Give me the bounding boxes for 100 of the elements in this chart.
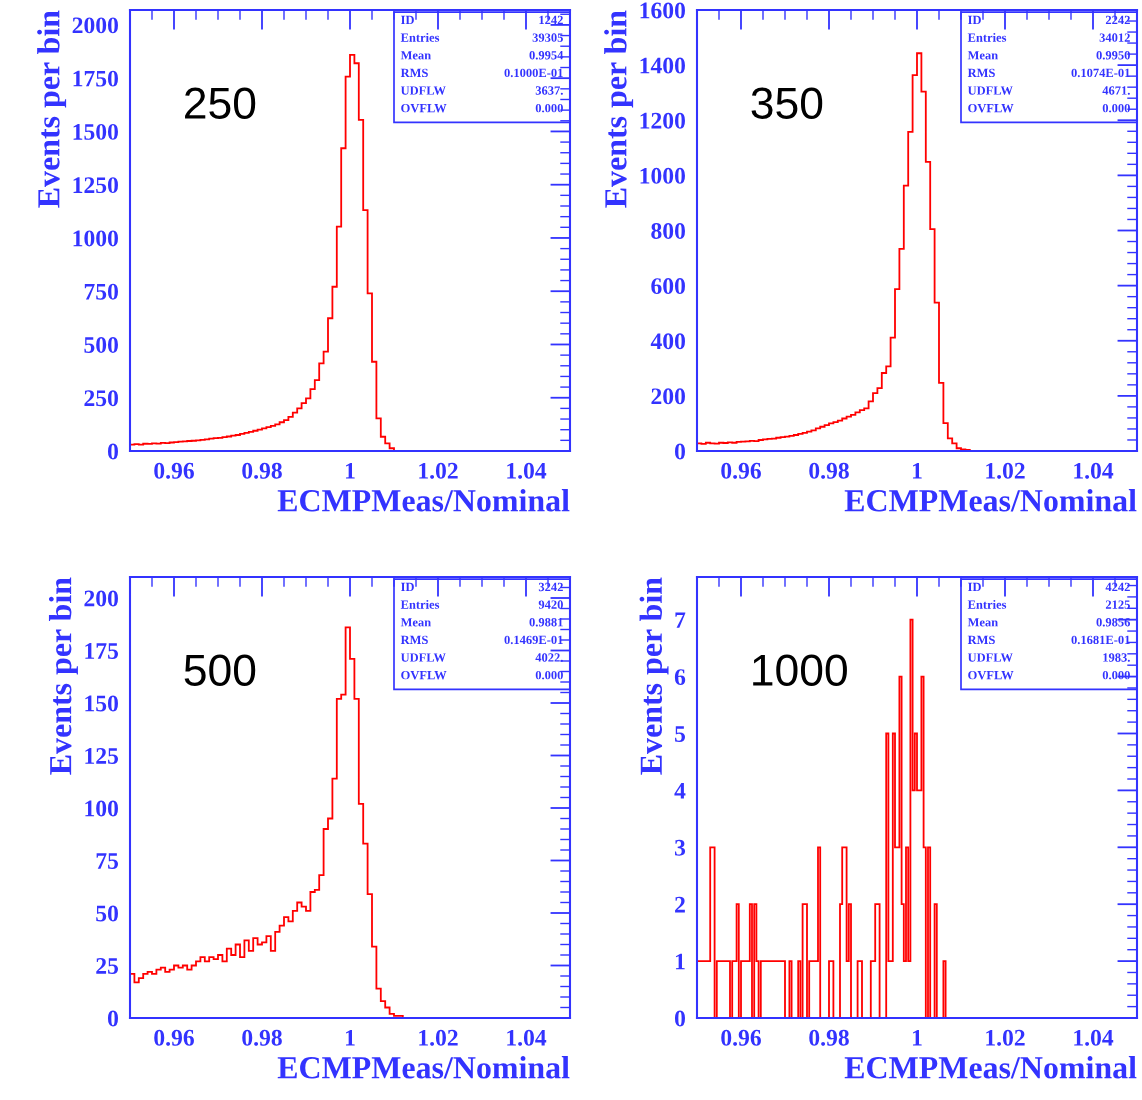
annotation: 0.1000E-01 xyxy=(504,68,563,78)
y-tick-label: 5 xyxy=(675,726,686,742)
y-tick-label: 4 xyxy=(674,783,686,799)
y-tick-label: 50 xyxy=(96,905,118,922)
x-tick-label: 0.96 xyxy=(154,462,194,479)
annotation: 4022. xyxy=(535,653,563,662)
annotation: OVFLW xyxy=(968,103,1014,113)
x-tick-label: 1.04 xyxy=(507,462,547,479)
x-axis-title: ECMPMeas/Nominal xyxy=(277,1056,570,1079)
y-tick-label: 200 xyxy=(84,590,118,607)
annotation: Entries xyxy=(400,600,440,609)
y-tick-label: 800 xyxy=(651,222,685,239)
y-tick-label: 6 xyxy=(674,669,686,686)
annotation: 2242 xyxy=(1105,15,1130,25)
y-axis-title: Events per bin xyxy=(37,10,67,208)
annotation: 4671. xyxy=(1102,86,1130,95)
x-tick-label: 0.96 xyxy=(721,462,761,479)
annotation: UDFLW xyxy=(967,86,1013,95)
annotation: 0.9954 xyxy=(529,51,564,60)
x-tick-label: 0.98 xyxy=(242,462,282,479)
y-tick-label: 750 xyxy=(84,283,118,300)
y-tick-label: 7 xyxy=(675,612,686,628)
y-tick-label: 1000 xyxy=(73,230,118,247)
y-axis-title: Events per bin xyxy=(604,10,634,208)
y-tick-label: 0 xyxy=(674,443,685,460)
y-tick-label: 0 xyxy=(674,1010,685,1027)
x-tick-label: 1.04 xyxy=(1074,1029,1114,1046)
annotation: Entries xyxy=(967,600,1007,609)
annotation: 1000 xyxy=(753,654,847,686)
y-tick-label: 1600 xyxy=(640,2,685,19)
annotation: 0.9881 xyxy=(529,618,563,627)
x-tick-label: 0.98 xyxy=(809,1029,849,1046)
x-tick-label: 1.02 xyxy=(419,1029,458,1046)
x-tick-label: 1.02 xyxy=(986,1029,1025,1046)
y-tick-label: 200 xyxy=(651,388,685,405)
annotation: 9420 xyxy=(538,600,563,609)
annotation: ID xyxy=(401,15,414,25)
annotation: 0.000 xyxy=(535,103,563,113)
y-tick-label: 100 xyxy=(85,800,118,817)
annotation: RMS xyxy=(967,68,995,78)
annotation: 500 xyxy=(184,654,256,686)
y-tick-label: 2000 xyxy=(72,17,118,34)
annotation: RMS xyxy=(400,635,428,645)
annotation: Mean xyxy=(967,618,998,627)
y-tick-label: 150 xyxy=(85,695,118,712)
x-tick-label: 1 xyxy=(912,1029,922,1046)
y-tick-label: 1200 xyxy=(640,112,685,129)
annotation: OVFLW xyxy=(401,670,447,680)
annotation: 4242 xyxy=(1105,582,1130,592)
annotation: OVFLW xyxy=(401,103,447,113)
annotation: UDFLW xyxy=(400,86,446,95)
annotation: Mean xyxy=(967,51,998,60)
annotation: UDFLW xyxy=(967,653,1013,662)
annotation: OVFLW xyxy=(968,670,1014,680)
x-tick-label: 1.02 xyxy=(419,462,458,479)
y-tick-label: 1250 xyxy=(73,177,118,194)
y-tick-label: 0 xyxy=(107,1010,118,1027)
y-tick-label: 400 xyxy=(650,333,685,350)
annotation: Entries xyxy=(967,33,1007,42)
y-tick-label: 1500 xyxy=(73,123,118,140)
y-tick-label: 500 xyxy=(84,336,118,353)
y-tick-label: 2 xyxy=(675,896,685,913)
y-tick-label: 600 xyxy=(651,278,685,295)
y-tick-label: 1400 xyxy=(640,57,685,74)
x-tick-label: 0.96 xyxy=(721,1029,761,1046)
y-tick-label: 75 xyxy=(96,853,119,869)
annotation: RMS xyxy=(967,635,995,645)
annotation: ID xyxy=(401,582,414,592)
annotation: 350 xyxy=(751,87,823,119)
annotation: RMS xyxy=(400,68,428,78)
annotation: 1242 xyxy=(539,15,563,25)
x-axis-title: ECMPMeas/Nominal xyxy=(844,489,1137,512)
annotation: 3242 xyxy=(538,582,563,592)
annotation: 39305 xyxy=(532,33,563,42)
x-tick-label: 0.98 xyxy=(242,1029,282,1046)
y-tick-label: 175 xyxy=(85,643,119,659)
x-tick-label: 1 xyxy=(912,462,922,479)
annotation: 0.000 xyxy=(535,670,563,680)
annotation: 0.000 xyxy=(1102,103,1130,113)
annotation: 250 xyxy=(185,87,256,119)
x-tick-label: 1 xyxy=(345,462,355,479)
annotation: 1983. xyxy=(1103,653,1130,662)
annotation: 2125 xyxy=(1105,600,1130,609)
annotation: 0.1074E-01 xyxy=(1071,68,1130,78)
annotation: Mean xyxy=(400,51,431,60)
annotation: 0.9950 xyxy=(1096,51,1130,60)
y-tick-label: 25 xyxy=(96,958,119,974)
x-tick-label: 1.04 xyxy=(507,1029,547,1046)
x-tick-label: 1 xyxy=(345,1029,355,1046)
x-tick-label: 0.96 xyxy=(154,1029,194,1046)
annotation: 3637. xyxy=(535,86,563,95)
annotation: ID xyxy=(968,15,981,25)
y-tick-label: 1750 xyxy=(73,70,118,87)
x-axis-title: ECMPMeas/Nominal xyxy=(277,489,570,512)
y-tick-label: 250 xyxy=(84,390,118,407)
annotation: Mean xyxy=(400,618,431,627)
x-tick-label: 0.98 xyxy=(809,462,849,479)
annotation: 0.1681E-01 xyxy=(1071,635,1130,645)
annotation: 0.1469E-01 xyxy=(504,635,563,645)
y-tick-label: 3 xyxy=(674,839,686,856)
